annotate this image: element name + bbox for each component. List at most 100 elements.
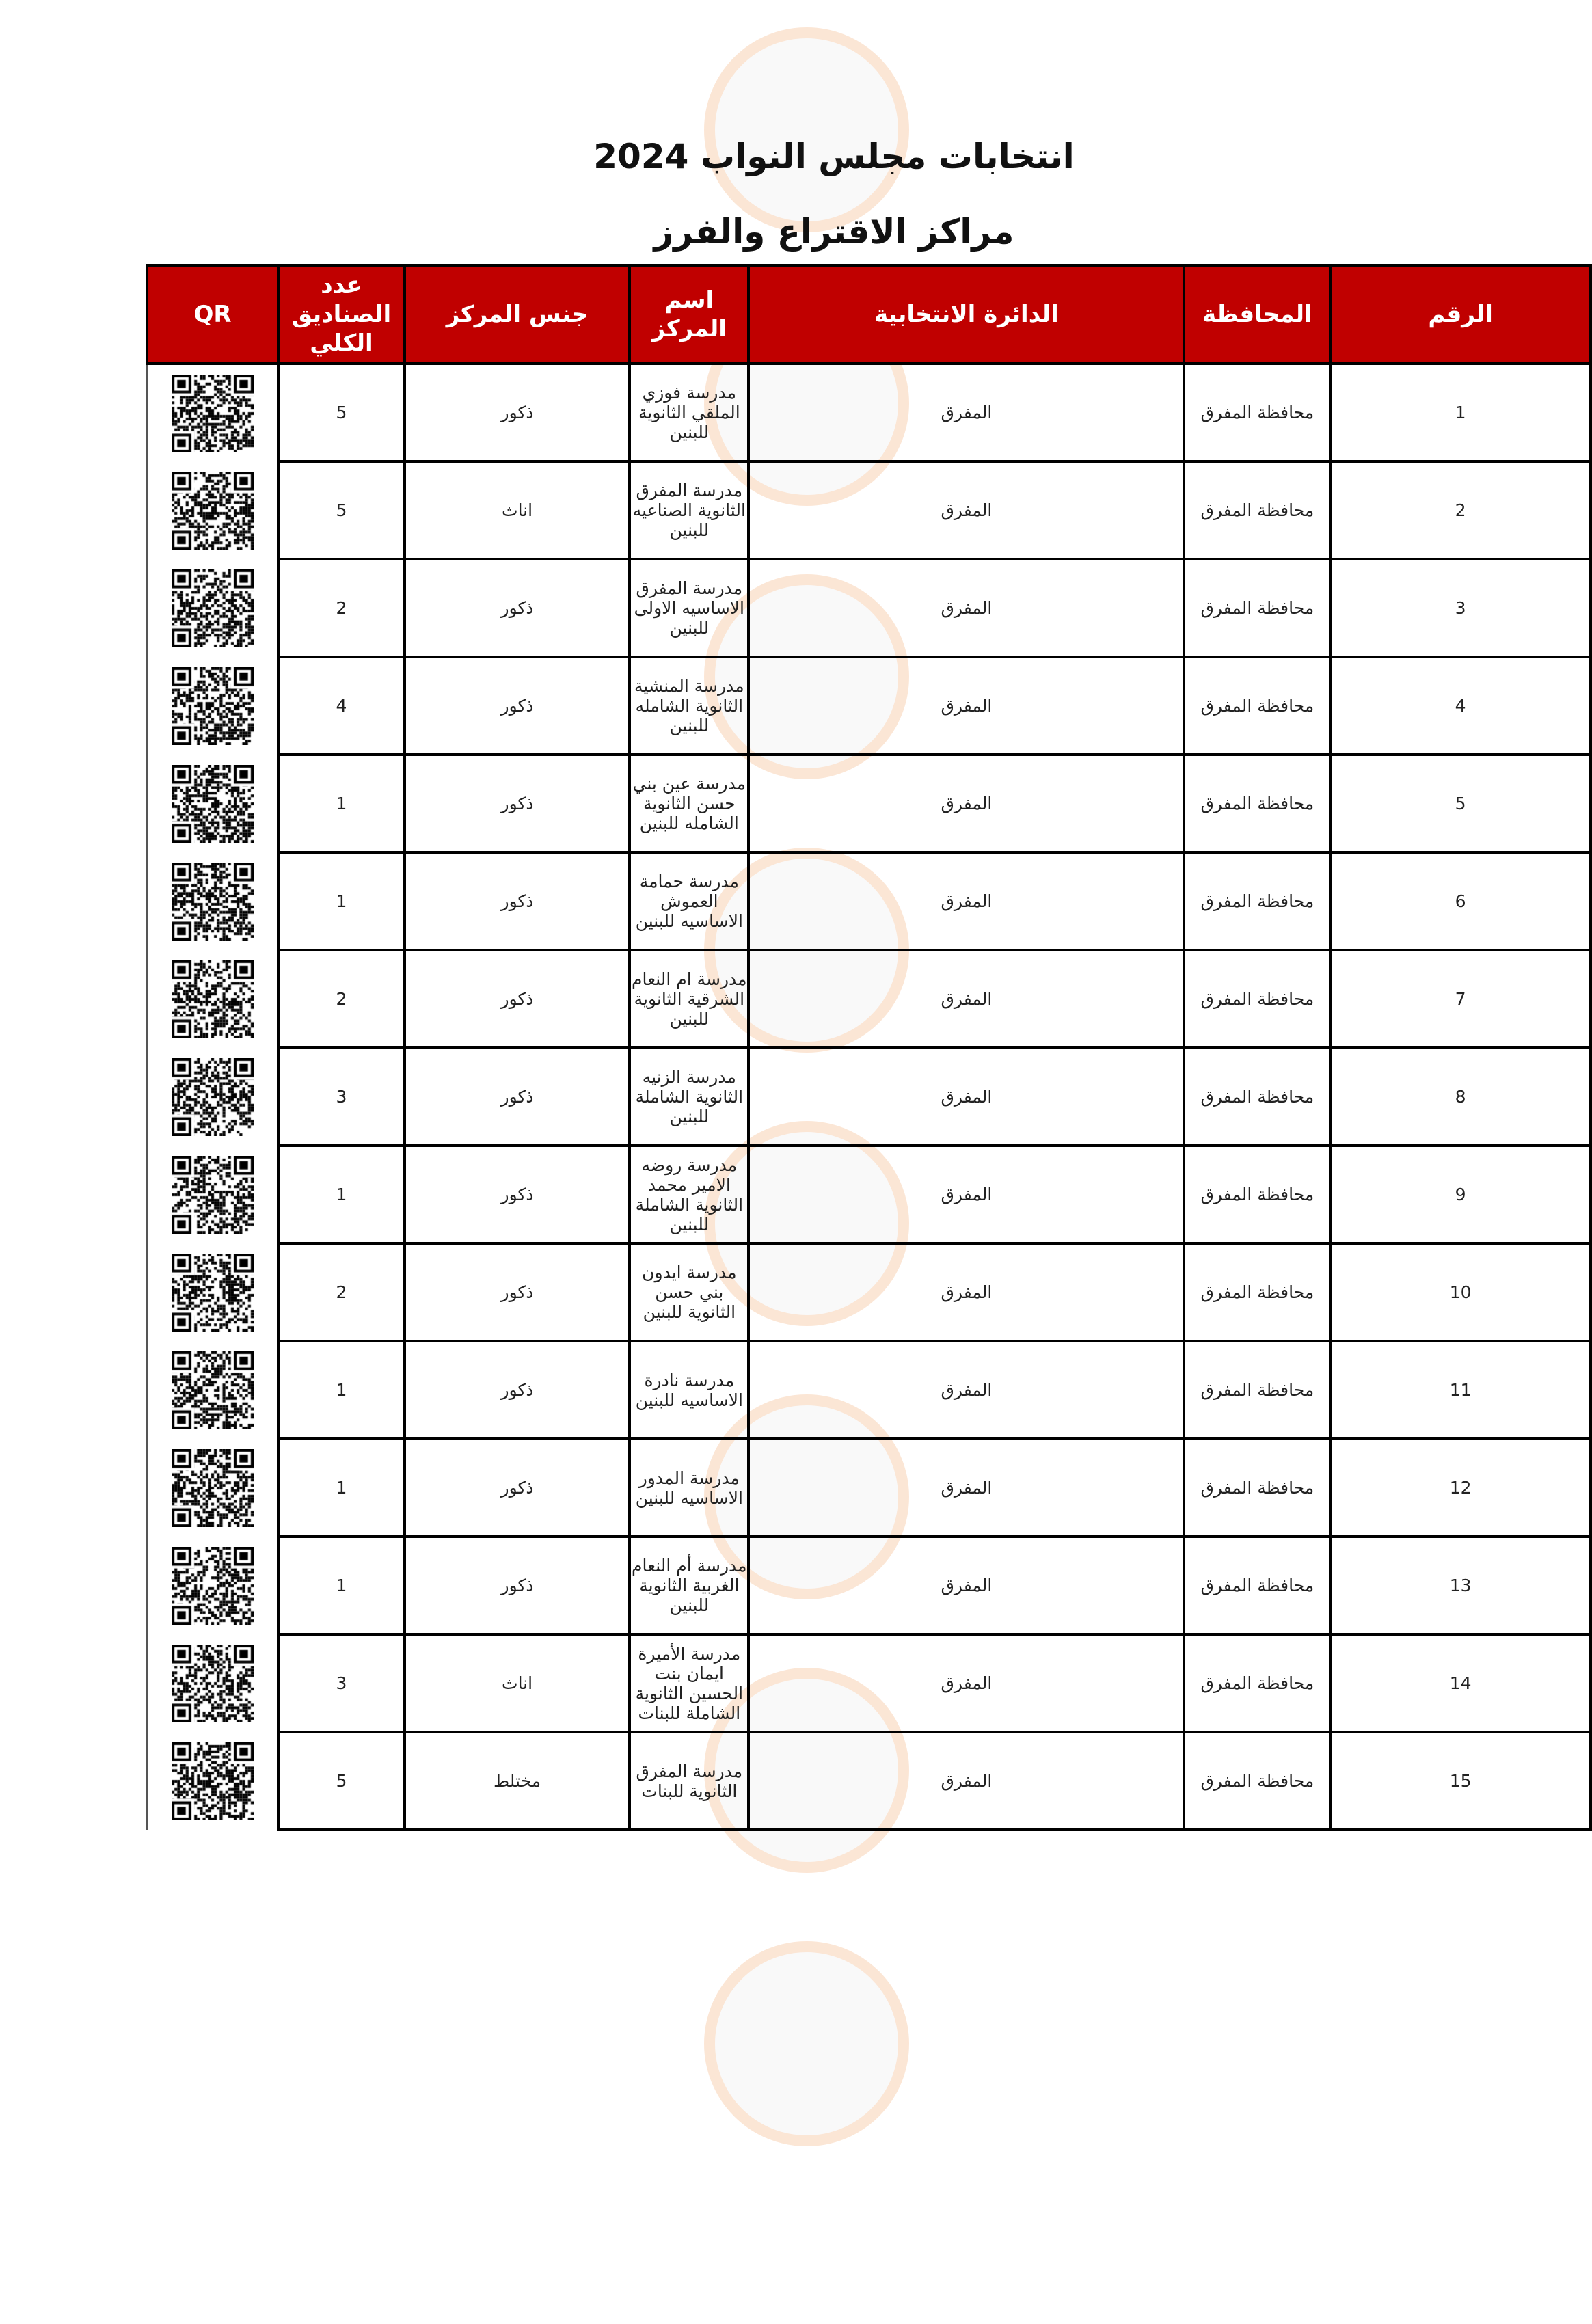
qr-code-icon[interactable]	[171, 1351, 254, 1429]
cell-center-gender: ذكور	[403, 1535, 632, 1636]
cell-number: 13	[1329, 1535, 1592, 1636]
cell-district: المفرق	[747, 1731, 1186, 1831]
cell-center-gender: ذكور	[403, 1437, 632, 1538]
cell-center-gender: ذكور	[403, 1046, 632, 1147]
qr-code-icon[interactable]	[171, 960, 254, 1038]
cell-governorate: محافظة المفرق	[1183, 558, 1332, 658]
cell-center-gender: اناث	[403, 460, 632, 560]
cell-center-name: مدرسة ام النعام الشرقية الثانوية للبنين	[628, 949, 751, 1049]
cell-center-name: مدرسة روضه الامير محمد الثانوية الشاملة …	[628, 1144, 751, 1245]
table-row: 6 محافظة المفرق المفرق مدرسة حمامة العموش ا…	[146, 851, 1592, 951]
cell-qr	[146, 1341, 280, 1439]
cell-center-name: مدرسة ايدون بني حسن الثانوية للبنين	[628, 1242, 751, 1342]
cell-qr	[146, 1537, 280, 1634]
qr-code-icon[interactable]	[171, 1742, 254, 1820]
qr-code-icon[interactable]	[171, 1448, 254, 1527]
cell-number: 7	[1329, 949, 1592, 1049]
table-row: 12 محافظة المفرق المفرق مدرسة المدور الاساس…	[146, 1437, 1592, 1538]
header-governorate: المحافظة	[1183, 264, 1332, 365]
cell-qr	[146, 1146, 280, 1243]
cell-governorate: محافظة المفرق	[1183, 1731, 1332, 1831]
cell-center-name: مدرسة أم النعام الغربية الثانوية للبنين	[628, 1535, 751, 1636]
qr-code-icon[interactable]	[171, 569, 254, 647]
cell-total-boxes: 1	[277, 753, 406, 854]
cell-qr	[146, 657, 280, 755]
cell-qr	[146, 1634, 280, 1732]
cell-qr	[146, 1732, 280, 1830]
cell-governorate: محافظة المفرق	[1183, 1242, 1332, 1342]
cell-center-gender: ذكور	[403, 753, 632, 854]
cell-governorate: محافظة المفرق	[1183, 1046, 1332, 1147]
cell-qr	[146, 461, 280, 559]
cell-total-boxes: 1	[277, 1437, 406, 1538]
cell-governorate: محافظة المفرق	[1183, 656, 1332, 756]
cell-district: المفرق	[747, 1144, 1186, 1245]
cell-total-boxes: 1	[277, 1340, 406, 1440]
table-row: 14 محافظة المفرق المفرق مدرسة الأميرة ايمان…	[146, 1633, 1592, 1733]
cell-governorate: محافظة المفرق	[1183, 362, 1332, 463]
table-row: 5 محافظة المفرق المفرق مدرسة عين بني حسن ال…	[146, 753, 1592, 854]
qr-code-icon[interactable]	[171, 1644, 254, 1722]
cell-center-name: مدرسة فوزي الملقي الثانوية للبنين	[628, 362, 751, 463]
cell-center-name: مدرسة المفرق الاساسيه الاولى للبنين	[628, 558, 751, 658]
cell-center-gender: ذكور	[403, 851, 632, 951]
cell-center-name: مدرسة المنشية الثانوية الشامله للبنين	[628, 656, 751, 756]
cell-total-boxes: 2	[277, 558, 406, 658]
cell-number: 11	[1329, 1340, 1592, 1440]
header-center-name: اسم المركز	[628, 264, 751, 365]
cell-qr	[146, 755, 280, 852]
cell-district: المفرق	[747, 558, 1186, 658]
cell-center-gender: ذكور	[403, 949, 632, 1049]
cell-total-boxes: 5	[277, 362, 406, 463]
cell-total-boxes: 1	[277, 1535, 406, 1636]
cell-district: المفرق	[747, 362, 1186, 463]
clock-icon	[704, 27, 909, 232]
cell-total-boxes: 3	[277, 1046, 406, 1147]
cell-center-name: مدرسة المفرق الثانوية الصناعيه للبنين	[628, 460, 751, 560]
cell-total-boxes: 5	[277, 1731, 406, 1831]
cell-district: المفرق	[747, 460, 1186, 560]
cell-governorate: محافظة المفرق	[1183, 851, 1332, 951]
qr-code-icon[interactable]	[171, 1057, 254, 1136]
qr-code-icon[interactable]	[171, 471, 254, 550]
cell-number: 2	[1329, 460, 1592, 560]
cell-qr	[146, 1048, 280, 1146]
table-row: 15 محافظة المفرق المفرق مدرسة المفرق الثانو…	[146, 1731, 1592, 1831]
cell-governorate: محافظة المفرق	[1183, 1535, 1332, 1636]
qr-code-icon[interactable]	[171, 1546, 254, 1625]
cell-total-boxes: 5	[277, 460, 406, 560]
qr-code-icon[interactable]	[171, 666, 254, 745]
cell-total-boxes: 2	[277, 949, 406, 1049]
cell-district: المفرق	[747, 949, 1186, 1049]
qr-code-icon[interactable]	[171, 1253, 254, 1332]
table-row: 4 محافظة المفرق المفرق مدرسة المنشية الثانو…	[146, 656, 1592, 756]
header-district: الدائرة الانتخابية	[747, 264, 1186, 365]
table-row: 1 محافظة المفرق المفرق مدرسة فوزي الملقي ال…	[146, 362, 1592, 463]
table-row: 2 محافظة المفرق المفرق مدرسة المفرق الثانوي…	[146, 460, 1592, 560]
cell-qr	[146, 1439, 280, 1537]
cell-number: 9	[1329, 1144, 1592, 1245]
cell-number: 4	[1329, 656, 1592, 756]
qr-code-icon[interactable]	[171, 1155, 254, 1234]
qr-code-icon[interactable]	[171, 764, 254, 843]
cell-center-name: مدرسة المدور الاساسيه للبنين	[628, 1437, 751, 1538]
cell-district: المفرق	[747, 1046, 1186, 1147]
cell-center-gender: ذكور	[403, 362, 632, 463]
table-row: 11 محافظة المفرق المفرق مدرسة نادرة الاساسي…	[146, 1340, 1592, 1440]
cell-district: المفرق	[747, 656, 1186, 756]
watermark-logo	[588, 1941, 1012, 2324]
cell-governorate: محافظة المفرق	[1183, 1437, 1332, 1538]
header-total-boxes: عدد الصناديق الكلي	[277, 264, 406, 365]
polling-centers-table: الرقم المحافظة الدائرة الانتخابية اسم ال…	[145, 264, 1592, 1831]
qr-code-icon[interactable]	[171, 374, 254, 452]
cell-center-gender: مختلط	[403, 1731, 632, 1831]
table-row: 7 محافظة المفرق المفرق مدرسة ام النعام الشر…	[146, 949, 1592, 1049]
table-row: 3 محافظة المفرق المفرق مدرسة المفرق الاساسي…	[146, 558, 1592, 658]
qr-code-icon[interactable]	[171, 862, 254, 941]
table-header-row: الرقم المحافظة الدائرة الانتخابية اسم ال…	[145, 264, 1592, 365]
cell-district: المفرق	[747, 1437, 1186, 1538]
cell-number: 3	[1329, 558, 1592, 658]
cell-district: المفرق	[747, 1535, 1186, 1636]
cell-governorate: محافظة المفرق	[1183, 1633, 1332, 1733]
cell-number: 10	[1329, 1242, 1592, 1342]
